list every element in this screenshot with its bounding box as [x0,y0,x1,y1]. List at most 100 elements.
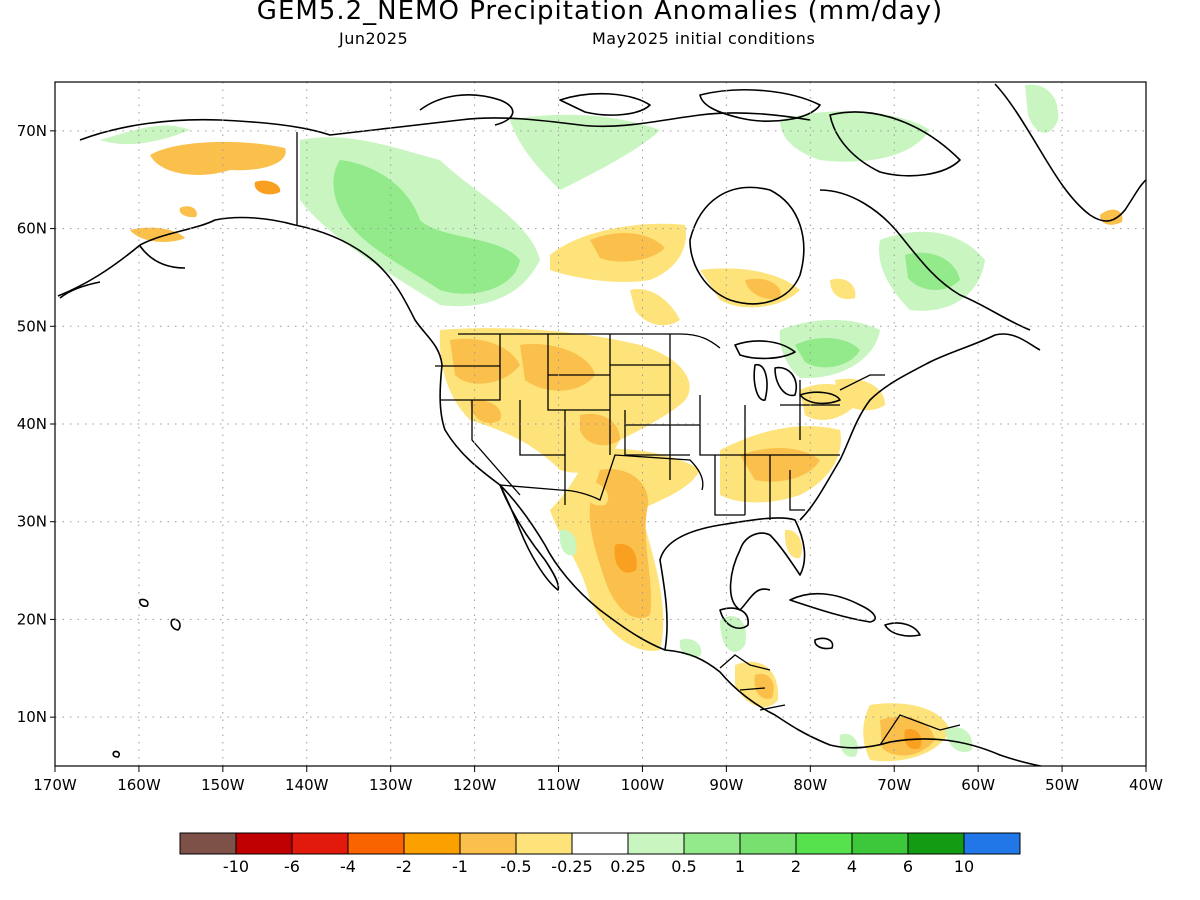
lon-tick-label: 170W [33,776,77,794]
anomaly-region [740,448,820,482]
legend-label: -6 [284,857,300,876]
lon-tick-label: 160W [117,776,161,794]
coastline [59,281,101,299]
legend-label: -2 [396,857,412,876]
legend-label: 10 [954,857,974,876]
lon-tick-label: 90W [709,776,743,794]
legend-swatch [683,832,741,855]
coastline [699,89,821,122]
coastline [789,592,876,623]
coastline [170,618,181,631]
anomaly-region [179,206,197,218]
border [759,704,786,711]
coastline [753,364,768,401]
legend-swatch [795,832,853,855]
anomaly-region [520,344,595,391]
legend-label: 6 [903,857,913,876]
anomaly-region [720,616,746,652]
anomaly-region [795,338,860,368]
border [471,400,521,496]
coastline [139,245,186,269]
coastline [112,750,121,758]
legend-swatch [571,832,629,855]
anomaly-region [745,278,781,300]
legend-swatch [907,832,965,855]
border [839,374,885,391]
anomaly-region [780,111,930,162]
lat-tick-label: 70N [17,122,47,140]
anomaly-region [150,141,286,175]
lat-tick-label: 40N [17,415,47,433]
graticule [55,82,1146,766]
anomaly-region [470,399,501,424]
anomaly-region [830,278,856,300]
coastline [994,83,1146,222]
legend-swatch [291,832,349,855]
lat-tick-label: 20N [17,610,47,628]
legend-swatch [179,832,237,855]
border [519,400,566,505]
coastline [659,517,806,651]
lon-tick-label: 150W [201,776,245,794]
lon-tick-label: 110W [537,776,581,794]
anomaly-region [510,114,660,190]
legend-swatch [851,832,909,855]
lon-tick-label: 140W [285,776,329,794]
anomaly-region [839,733,858,757]
anomaly-region [100,125,190,145]
coastline [689,186,805,305]
border [789,470,805,511]
lat-tick-label: 60N [17,220,47,238]
legend-label: -0.5 [500,857,531,876]
legend-label: -10 [223,857,249,876]
initial-conditions-label: May2025 initial conditions [592,29,816,48]
lat-tick-label: 10N [17,708,47,726]
border [879,714,961,746]
lon-tick-label: 120W [453,776,497,794]
lon-tick-label: 100W [621,776,665,794]
anomaly-region [589,469,652,619]
border [714,455,745,516]
coastline [814,637,834,650]
legend-label: 0.5 [671,857,696,876]
anomaly-region [559,529,577,556]
legend-label: -4 [340,857,356,876]
coastline [819,189,1031,331]
legend-label: -1 [452,857,468,876]
coastline [139,598,149,607]
coastline [884,622,921,637]
anomaly-region [754,673,774,699]
legend-swatch [459,832,517,855]
border [499,454,704,501]
anomaly-region [590,233,665,262]
legend-label: 1 [735,857,745,876]
coastline [799,333,1041,521]
coastline [734,340,796,360]
lat-tick-label: 30N [17,513,47,531]
anomaly-region [450,338,520,384]
legend-label: 0.25 [610,857,646,876]
legend-swatch [515,832,573,855]
coastline [829,111,961,177]
legend-swatch [627,832,685,855]
latitude-labels: 10N 20N 30N 40N 50N 60N 70N [17,122,55,726]
anomaly-region [254,180,281,195]
coastline [57,216,1045,766]
anomaly-region [784,529,803,559]
coastline [79,112,811,141]
anomaly-region [630,289,680,326]
anomaly-region [1025,84,1059,133]
border [719,654,771,671]
coastline [419,94,514,126]
anomaly-region [614,543,637,573]
anomaly-region [130,227,185,242]
legend-swatch [739,832,797,855]
border [547,334,610,411]
border [458,333,721,349]
coastline [559,92,651,116]
anomaly-region [679,638,702,658]
lat-tick-label: 50N [17,317,47,335]
anomaly-region [905,252,960,290]
anomaly-shading [100,84,1123,762]
